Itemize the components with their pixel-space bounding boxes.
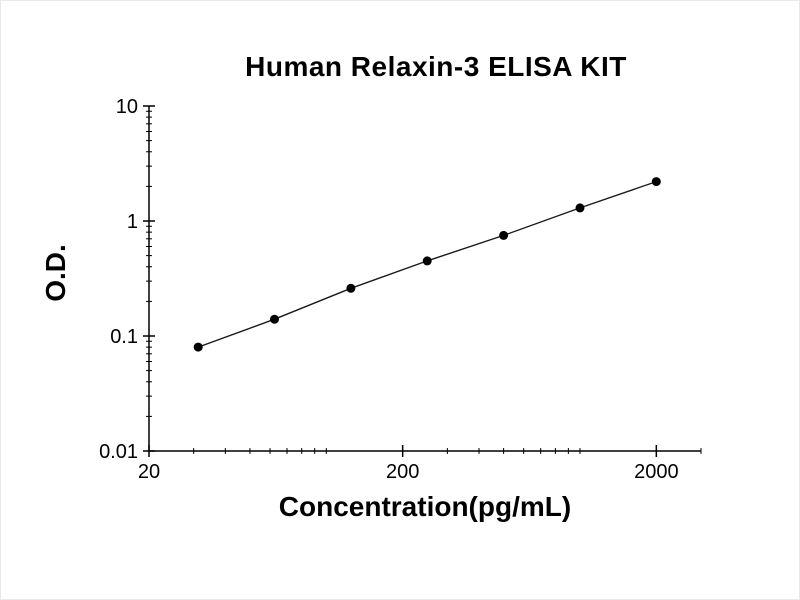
x-axis-label: Concentration(pg/mL) bbox=[278, 491, 572, 522]
data-point bbox=[575, 203, 585, 213]
y-tick-label: 10 bbox=[116, 96, 138, 118]
data-point bbox=[499, 230, 509, 240]
y-tick-label: 0.01 bbox=[99, 441, 138, 463]
y-tick-label: 0.1 bbox=[110, 326, 138, 348]
data-point bbox=[346, 283, 356, 293]
y-axis-label: O.D. bbox=[40, 244, 71, 302]
standard-curve-series bbox=[193, 177, 661, 352]
chart-title: Human Relaxin-3 ELISA KIT bbox=[245, 51, 627, 82]
data-point bbox=[193, 342, 203, 352]
tick-marks bbox=[143, 105, 702, 457]
x-tick-label: 2000 bbox=[634, 461, 679, 483]
data-point bbox=[651, 177, 661, 187]
axes bbox=[148, 106, 701, 452]
x-tick-label: 20 bbox=[138, 461, 160, 483]
data-point bbox=[270, 314, 279, 324]
x-tick-label: 200 bbox=[386, 461, 419, 483]
y-tick-label: 1 bbox=[127, 211, 138, 233]
data-point bbox=[422, 256, 432, 266]
